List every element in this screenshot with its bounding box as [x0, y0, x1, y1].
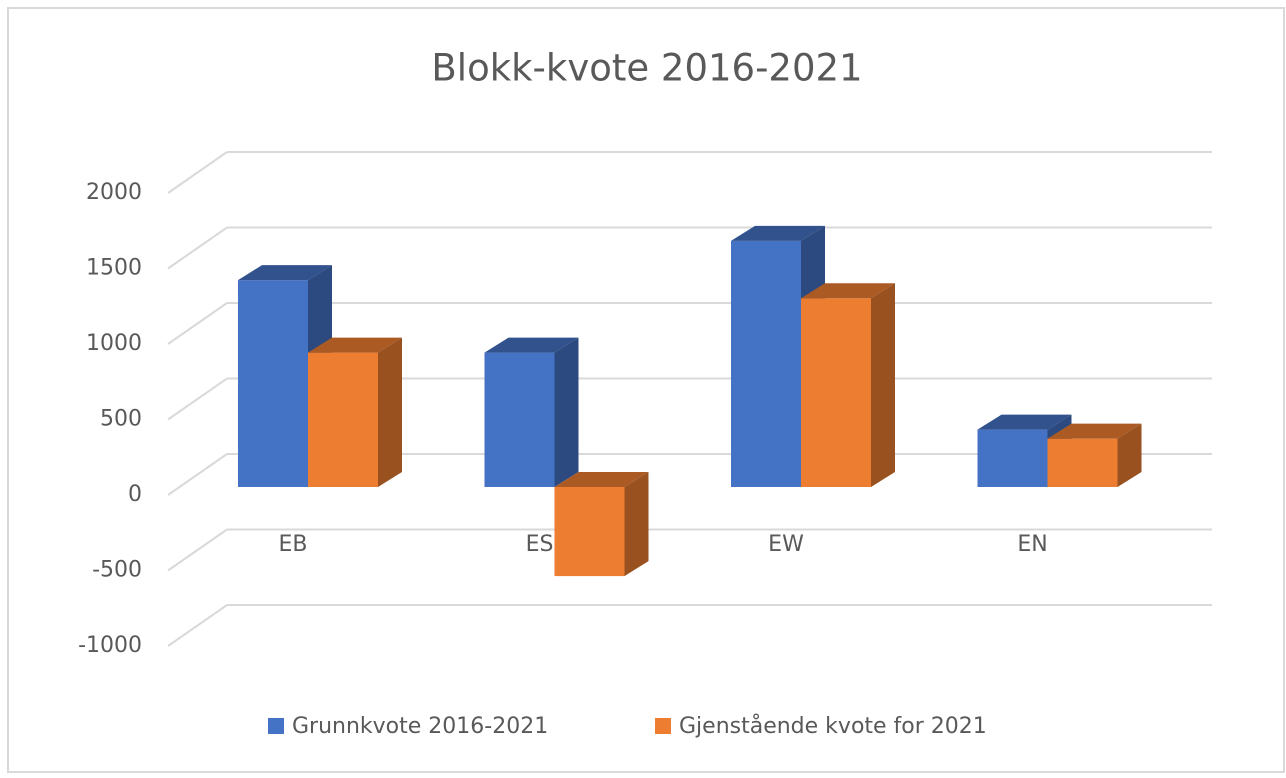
bar-top	[731, 225, 825, 241]
grid-line-depth	[167, 302, 228, 345]
y-tick-label: 1500	[86, 256, 142, 281]
legend-swatch	[655, 718, 671, 734]
legend-swatch	[268, 718, 284, 734]
bar	[308, 352, 378, 487]
bar	[238, 280, 308, 487]
grid-line-depth	[167, 226, 228, 270]
bar-top	[801, 283, 895, 299]
bar-side	[624, 472, 649, 577]
x-tick-label: EN	[1017, 532, 1047, 557]
chart-border	[7, 7, 1285, 773]
bar-top	[554, 472, 649, 487]
grid-line-depth	[167, 151, 228, 194]
grid-line-depth	[167, 377, 228, 421]
bar-side	[871, 283, 895, 487]
y-tick-label: 500	[100, 407, 142, 432]
grid-line-depth	[167, 604, 228, 647]
x-tick-label: ES	[526, 532, 554, 557]
bar-top	[238, 265, 332, 281]
y-tick-label: -1000	[78, 633, 142, 658]
bar-top	[1047, 423, 1142, 439]
grid-line-depth	[167, 528, 228, 572]
bar-top	[977, 414, 1072, 430]
x-tick-label: EB	[279, 532, 308, 557]
y-tick-label: 1000	[86, 331, 142, 356]
x-tick-label: EW	[768, 532, 804, 557]
bar-side	[554, 337, 579, 487]
bar-side	[378, 337, 402, 487]
legend-label: Gjenstående kvote for 2021	[679, 713, 987, 739]
bar-side	[1117, 423, 1142, 487]
bar	[801, 298, 871, 487]
bar-top	[484, 337, 579, 353]
bar	[1047, 438, 1118, 487]
legend-label: Grunnkvote 2016-2021	[292, 714, 548, 739]
bar	[484, 352, 555, 487]
bar-top	[308, 337, 402, 353]
bar	[554, 487, 625, 577]
y-tick-label: 0	[128, 482, 142, 507]
y-tick-label: 2000	[86, 180, 142, 205]
chart-title: Blokk-kvote 2016-2021	[431, 47, 862, 90]
y-tick-label: -500	[92, 558, 142, 583]
bar	[977, 429, 1048, 487]
grid-line-depth	[167, 453, 228, 496]
bar	[731, 240, 801, 487]
